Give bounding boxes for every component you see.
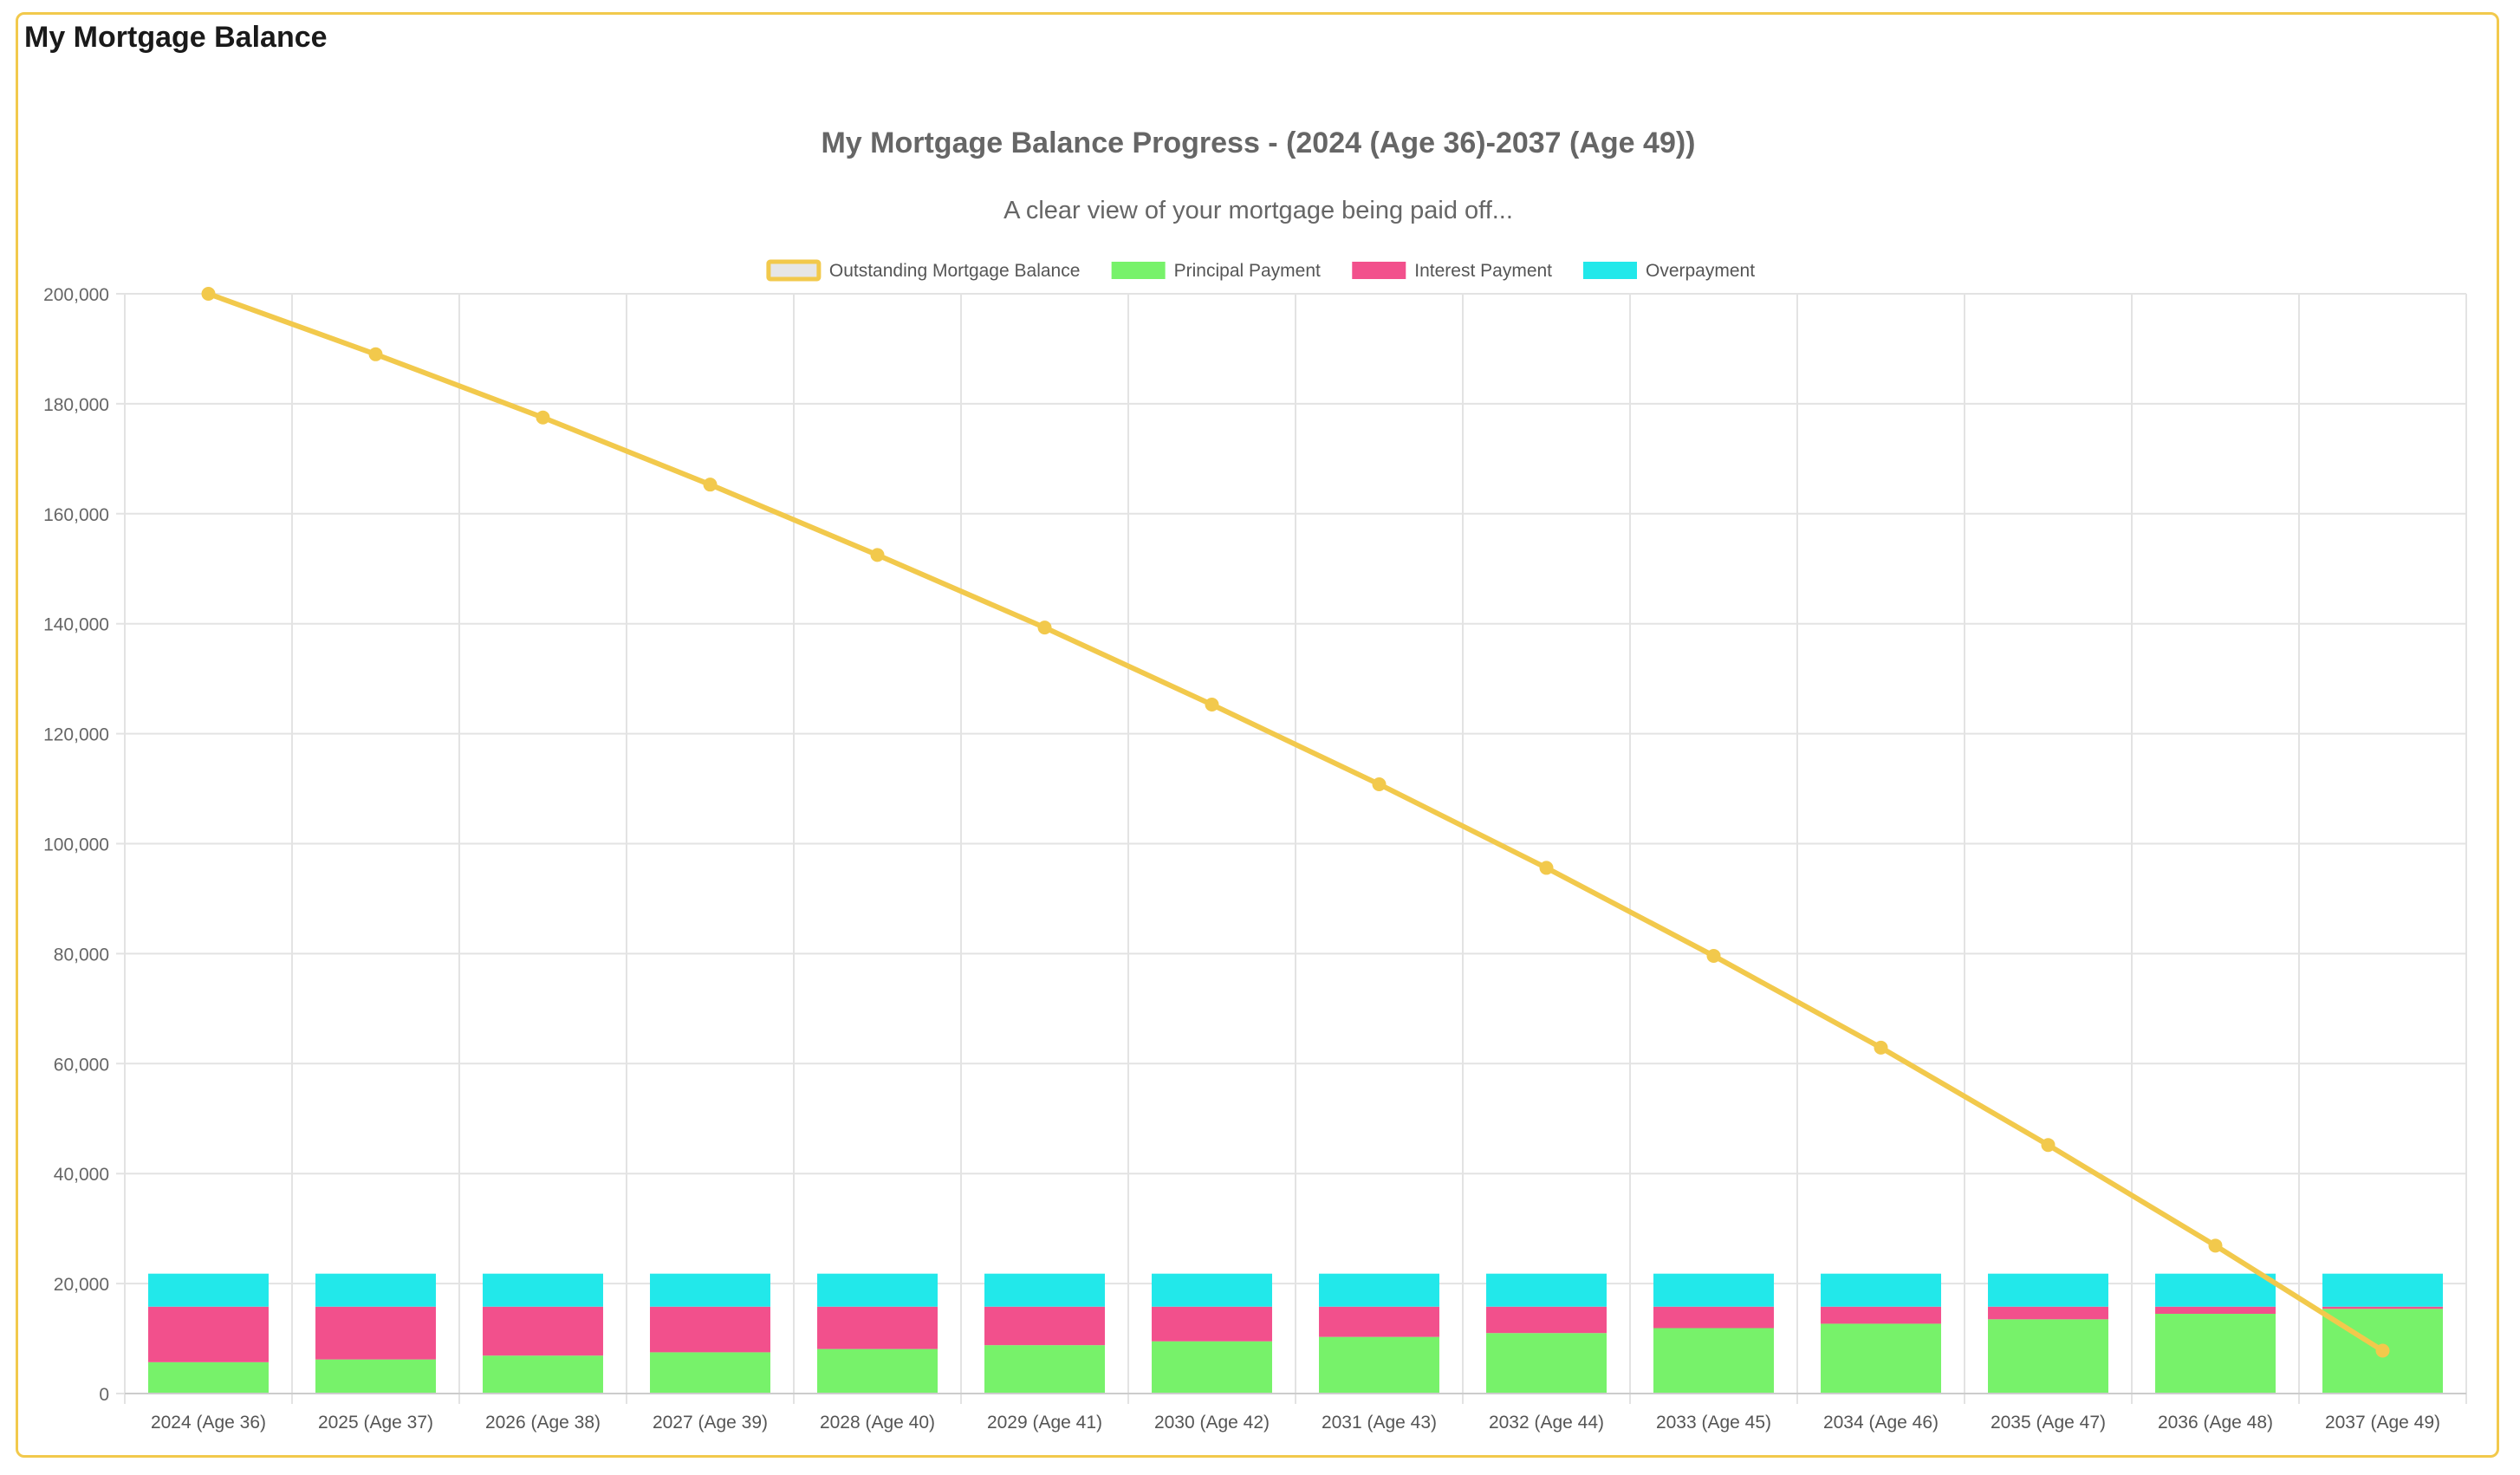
y-tick-label: 80,000 <box>54 945 109 965</box>
balance-line-path <box>207 291 2385 1354</box>
balance-point <box>1205 697 1219 712</box>
interest-payment-bar <box>2155 1306 2276 1314</box>
balance-point <box>1037 621 1052 635</box>
y-tick-label: 120,000 <box>43 725 109 745</box>
interest-payment-bar <box>1988 1306 2108 1320</box>
balance-point <box>870 548 885 562</box>
overpayment-legend-swatch <box>1583 262 1637 279</box>
interest-payment-bar <box>1152 1306 1272 1342</box>
interest-payment-bar <box>984 1306 1105 1346</box>
x-tick-label: 2026 (Age 38) <box>485 1413 601 1433</box>
balance-point <box>1874 1040 1888 1055</box>
overpayment-bar <box>1988 1273 2108 1307</box>
outstanding-mortgage-balance-legend-label: Outstanding Mortgage Balance <box>829 261 1081 281</box>
principal-payment-legend-label: Principal Payment <box>1174 261 1321 281</box>
chart-title: My Mortgage Balance Progress - (2024 (Ag… <box>821 127 1695 159</box>
principal-payment-bar <box>1653 1328 1774 1394</box>
y-tick-label: 40,000 <box>54 1165 109 1185</box>
x-tick-label: 2030 (Age 42) <box>1154 1413 1270 1433</box>
interest-payment-bar <box>1319 1306 1439 1337</box>
y-tick-label: 20,000 <box>54 1275 109 1295</box>
y-tick-label: 60,000 <box>54 1055 109 1075</box>
overpayment-bar <box>650 1273 770 1307</box>
x-tick-label: 2028 (Age 40) <box>820 1413 935 1433</box>
overpayment-bar <box>817 1273 938 1307</box>
principal-payment-bar <box>148 1361 269 1394</box>
balance-line <box>201 287 2390 1358</box>
principal-payment-bar <box>1821 1323 1941 1394</box>
panel-title: My Mortgage Balance <box>24 21 328 54</box>
balance-point <box>2208 1238 2223 1253</box>
y-tick-label: 200,000 <box>43 285 109 305</box>
balance-point <box>368 347 383 361</box>
axes: 0 20,000 40,000 60,000 80,000 100,000 120,000 1… <box>43 285 2466 1433</box>
principal-payment-bar <box>1152 1341 1272 1394</box>
overpayment-bar <box>483 1273 603 1307</box>
balance-point <box>2375 1343 2390 1358</box>
principal-payment-bar <box>2155 1313 2276 1394</box>
interest-payment-bar <box>1486 1306 1607 1334</box>
interest-payment-bar <box>2322 1306 2443 1309</box>
interest-payment-bar <box>650 1306 770 1353</box>
x-tick-label: 2035 (Age 47) <box>1991 1413 2106 1433</box>
principal-payment-bar <box>984 1345 1105 1394</box>
overpayment-bar <box>2155 1273 2276 1307</box>
x-tick-label: 2032 (Age 44) <box>1489 1413 1604 1433</box>
x-tick-label: 2031 (Age 43) <box>1322 1413 1437 1433</box>
balance-point <box>201 287 216 301</box>
interest-payment-legend-label: Interest Payment <box>1414 261 1552 281</box>
y-tick-label: 140,000 <box>43 615 109 635</box>
balance-point <box>2041 1138 2056 1153</box>
balance-point <box>1539 861 1554 875</box>
y-tick-label: 180,000 <box>43 395 109 415</box>
principal-payment-bar <box>650 1352 770 1394</box>
bar-series <box>148 1273 2443 1394</box>
principal-payment-legend-swatch <box>1111 262 1166 279</box>
principal-payment-bar <box>1988 1319 2108 1394</box>
x-tick-label: 2025 (Age 37) <box>318 1413 433 1433</box>
x-tick-label: 2034 (Age 46) <box>1823 1413 1939 1433</box>
x-tick-label: 2036 (Age 48) <box>2158 1413 2273 1433</box>
overpayment-bar <box>1486 1273 1607 1307</box>
overpayment-bar <box>1319 1273 1439 1307</box>
interest-payment-bar <box>148 1306 269 1362</box>
principal-payment-bar <box>1486 1333 1607 1394</box>
x-tick-label: 2029 (Age 41) <box>987 1413 1102 1433</box>
chart-subtitle: A clear view of your mortgage being paid… <box>1003 197 1513 224</box>
interest-payment-bar <box>315 1306 436 1360</box>
principal-payment-bar <box>315 1359 436 1394</box>
x-tick-label: 2037 (Age 49) <box>2325 1413 2440 1433</box>
grid-lines <box>116 293 2467 1404</box>
x-tick-label: 2027 (Age 39) <box>653 1413 768 1433</box>
principal-payment-bar <box>817 1348 938 1394</box>
interest-payment-legend-swatch <box>1352 262 1406 279</box>
mortgage-balance-card <box>16 12 2499 1458</box>
legend: Outstanding Mortgage Balance Principal Pa… <box>766 259 1755 282</box>
balance-point <box>1372 776 1387 791</box>
overpayment-bar <box>984 1273 1105 1307</box>
y-tick-label: 100,000 <box>43 835 109 855</box>
balance-point <box>703 478 718 492</box>
interest-payment-bar <box>1653 1306 1774 1329</box>
interest-payment-bar <box>483 1306 603 1356</box>
overpayment-bar <box>2322 1273 2443 1307</box>
balance-point <box>1706 948 1721 963</box>
x-tick-label: 2033 (Age 45) <box>1656 1413 1771 1433</box>
overpayment-bar <box>315 1273 436 1307</box>
y-tick-label: 160,000 <box>43 505 109 525</box>
principal-payment-bar <box>483 1355 603 1394</box>
x-tick-label: 2024 (Age 36) <box>151 1413 266 1433</box>
y-tick-label: 0 <box>99 1385 109 1405</box>
balance-point <box>536 410 550 425</box>
overpayment-bar <box>148 1273 269 1307</box>
outstanding-mortgage-balance-legend-swatch <box>766 259 822 282</box>
principal-payment-bar <box>1319 1336 1439 1394</box>
overpayment-bar <box>1821 1273 1941 1307</box>
overpayment-bar <box>1653 1273 1774 1307</box>
interest-payment-bar <box>817 1306 938 1349</box>
interest-payment-bar <box>1821 1306 1941 1324</box>
overpayment-legend-label: Overpayment <box>1646 261 1755 281</box>
overpayment-bar <box>1152 1273 1272 1307</box>
